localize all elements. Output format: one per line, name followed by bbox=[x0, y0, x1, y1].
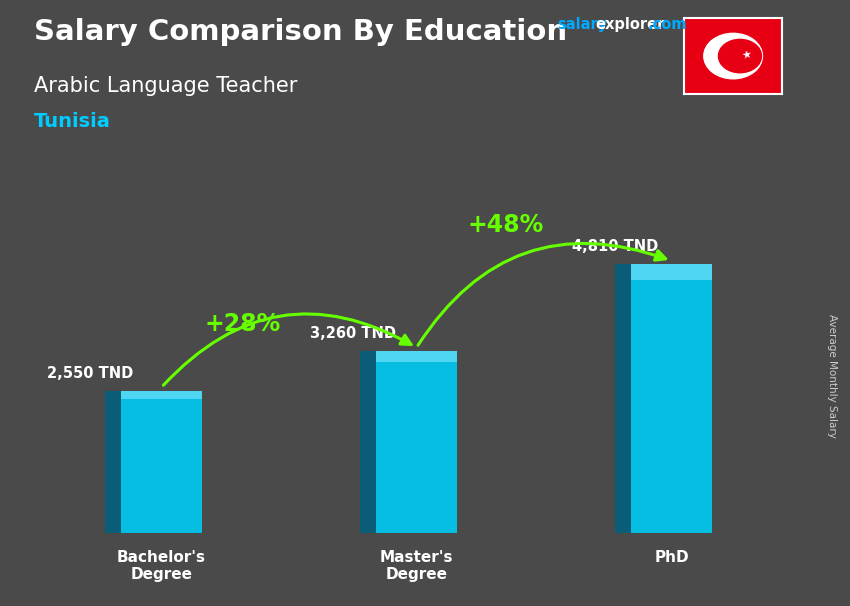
Bar bbox=[105, 391, 121, 533]
Bar bbox=[121, 391, 202, 533]
Text: +28%: +28% bbox=[205, 312, 281, 336]
Text: 3,260 TND: 3,260 TND bbox=[309, 326, 396, 341]
Circle shape bbox=[704, 33, 762, 79]
Bar bbox=[615, 264, 631, 533]
Circle shape bbox=[718, 39, 762, 73]
Text: explorer: explorer bbox=[595, 17, 665, 32]
Text: 4,810 TND: 4,810 TND bbox=[572, 239, 659, 254]
Text: .com: .com bbox=[648, 17, 687, 32]
Text: Arabic Language Teacher: Arabic Language Teacher bbox=[34, 76, 298, 96]
Bar bbox=[631, 264, 712, 533]
Bar bbox=[376, 351, 457, 362]
Text: Salary Comparison By Education: Salary Comparison By Education bbox=[34, 18, 567, 46]
Bar bbox=[631, 264, 712, 281]
Text: 2,550 TND: 2,550 TND bbox=[47, 365, 133, 381]
Text: ★: ★ bbox=[741, 50, 752, 62]
Text: +48%: +48% bbox=[468, 213, 544, 237]
Bar bbox=[376, 351, 457, 533]
Bar bbox=[121, 391, 202, 399]
Text: Tunisia: Tunisia bbox=[34, 112, 110, 131]
Text: salary: salary bbox=[557, 17, 607, 32]
Text: Average Monthly Salary: Average Monthly Salary bbox=[827, 314, 837, 438]
Bar bbox=[360, 351, 376, 533]
